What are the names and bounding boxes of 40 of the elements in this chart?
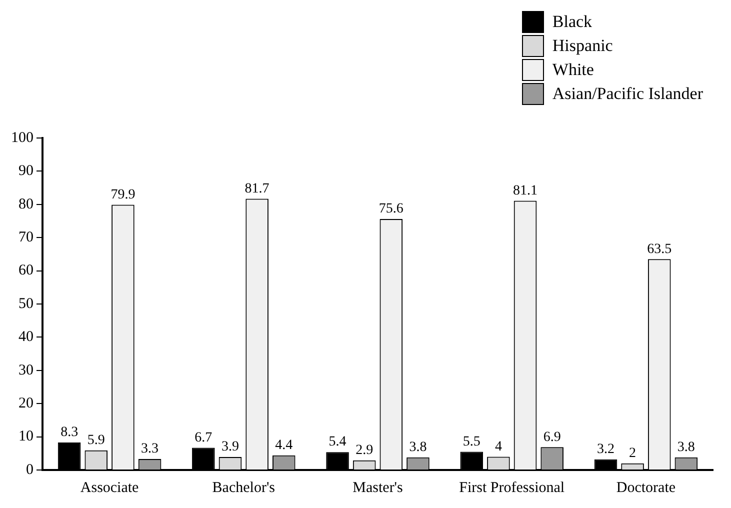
data-label: 3.9: [221, 440, 239, 455]
data-label: 75.6: [378, 202, 404, 217]
data-label: 4: [494, 439, 502, 454]
data-label: 2.9: [356, 443, 374, 458]
y-tick-label: 10: [18, 428, 34, 445]
y-tick-label: 100: [11, 130, 34, 146]
data-label: 5.9: [87, 433, 105, 448]
y-tick-label: 80: [18, 196, 34, 212]
data-label: 3.2: [596, 442, 614, 458]
data-label: 63.5: [647, 242, 672, 257]
data-label: 3.3: [141, 442, 159, 457]
x-tick-label: First Professional: [459, 480, 565, 496]
y-tick-label: 0: [26, 462, 34, 478]
legend-label: Hispanic: [552, 36, 613, 56]
x-tick-label: Associate: [80, 480, 140, 496]
data-label: 79.9: [110, 187, 136, 202]
y-tick-label: 60: [18, 262, 34, 279]
data-label: 5.5: [462, 434, 480, 450]
y-tick-label: 90: [18, 163, 34, 180]
x-tick-label: Bachelor's: [212, 480, 276, 496]
data-label: 8.3: [60, 425, 78, 440]
data-label: 3.8: [409, 440, 427, 456]
y-tick-label: 30: [18, 362, 34, 378]
x-tick-label: Doctorate: [616, 480, 676, 496]
y-tick-label: 20: [18, 396, 34, 412]
y-tick-label: 70: [18, 230, 34, 246]
y-tick-label: 40: [18, 329, 34, 346]
data-label: 81.1: [513, 183, 538, 198]
data-label: 6.7: [194, 430, 212, 446]
data-label: 2: [629, 446, 636, 462]
data-label: 81.7: [244, 181, 270, 196]
data-label: 5.4: [328, 434, 346, 450]
legend-label: White: [552, 60, 594, 80]
legend-label: Black: [552, 12, 592, 32]
x-tick-label: Master's: [352, 480, 404, 496]
data-label: 6.9: [543, 430, 561, 445]
data-label: 4.4: [275, 438, 293, 454]
y-tick-label: 50: [18, 296, 34, 312]
data-label: 3.8: [677, 440, 695, 456]
legend-label: Asian/Pacific Islander: [552, 84, 703, 104]
